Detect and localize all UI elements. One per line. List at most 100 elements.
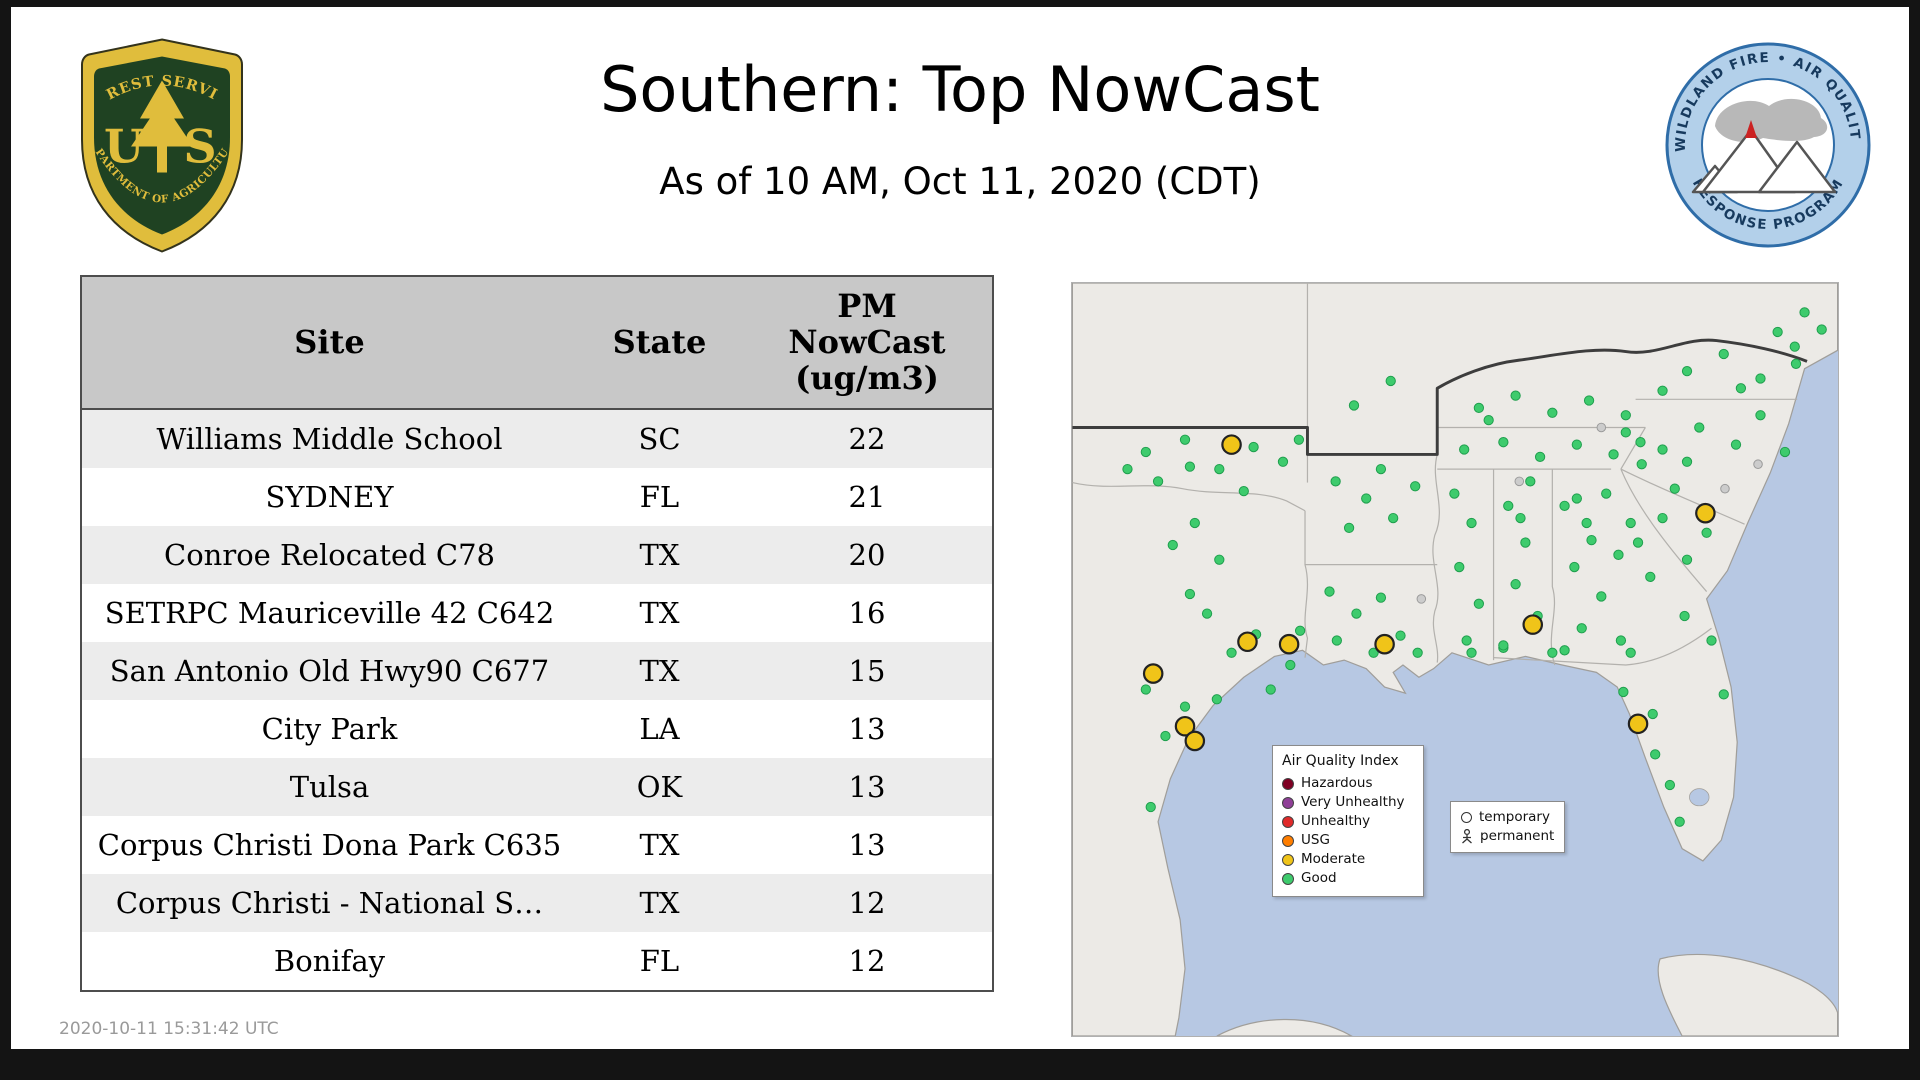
good-monitor-dot — [1473, 402, 1485, 414]
good-monitor-dot — [1473, 598, 1485, 609]
good-monitor-dot — [1559, 645, 1570, 656]
good-monitor-dot — [1625, 647, 1636, 658]
good-monitor-dot — [1608, 449, 1619, 460]
good-monitor-dot — [1681, 456, 1693, 467]
header: Southern: Top NowCast As of 10 AM, Oct 1… — [11, 53, 1909, 203]
generation-timestamp: 2020-10-11 15:31:42 UTC — [59, 1019, 279, 1039]
inactive-monitor-dot — [1596, 422, 1607, 433]
nowcast-table-container: Site State PM NowCast (ug/m3) Williams M… — [80, 275, 994, 993]
aqi-color-dot — [1282, 815, 1294, 828]
southern-region-map — [1072, 283, 1838, 1036]
inactive-monitor-dot — [1416, 594, 1427, 604]
good-monitor-dot — [1361, 493, 1372, 504]
state-cell: SC — [638, 422, 681, 457]
good-monitor-dot — [1375, 592, 1387, 603]
pm-value-cell: 15 — [848, 654, 886, 689]
aqi-legend-entry: Moderate — [1282, 850, 1414, 869]
mountains-icon — [1691, 128, 1837, 194]
usfs-logo: FOREST SERVICE U S DEPARTMENT OF AGRICUL… — [67, 34, 243, 253]
good-monitor-dot — [1214, 463, 1225, 475]
pine-tree-icon — [131, 80, 193, 173]
good-monitor-dot — [1647, 708, 1658, 720]
good-monitor-dot — [1248, 441, 1259, 453]
aqi-legend-entries: Hazardous Very Unhealthy Unhealthy USG Moder… — [1282, 774, 1414, 888]
permanent-label: permanent — [1480, 828, 1555, 844]
good-monitor-dot — [1674, 816, 1685, 827]
good-monitor-dot — [1201, 608, 1213, 619]
site-cell: Tulsa — [289, 770, 370, 805]
good-monitor-dot — [1657, 512, 1668, 524]
table-row: City Park LA 13 — [81, 700, 993, 759]
pm-value-cell: 20 — [848, 538, 886, 573]
good-monitor-dot — [1657, 385, 1668, 396]
good-monitor-dot — [1650, 749, 1661, 760]
moderate-monitor-dot — [1174, 715, 1196, 737]
moderate-monitor-dot — [1142, 663, 1164, 684]
pm-value-cell: 13 — [848, 770, 886, 805]
good-monitor-dot — [1265, 684, 1276, 695]
good-monitor-dot — [1226, 647, 1237, 658]
moderate-monitor-dot — [1374, 633, 1395, 655]
good-monitor-dot — [1184, 461, 1196, 472]
inactive-monitor-dot — [1514, 476, 1525, 487]
good-monitor-dot — [1664, 779, 1676, 791]
aqi-color-dot — [1282, 853, 1294, 866]
state-borders — [1072, 283, 1798, 666]
map-container: Air Quality Index Hazardous Very Unhealth… — [1071, 282, 1839, 1037]
good-monitor-dot — [1184, 588, 1196, 600]
good-monitor-dot — [1214, 554, 1225, 565]
good-monitor-dot — [1547, 407, 1558, 418]
state-cell: TX — [639, 886, 680, 921]
state-cell: FL — [639, 480, 680, 515]
table-row: San Antonio Old Hwy90 C677 TX 15 — [81, 642, 993, 701]
good-monitor-dot — [1571, 493, 1582, 504]
pm-value-cell: 12 — [848, 944, 886, 979]
good-monitor-dot — [1510, 579, 1521, 590]
good-monitor-dot — [1498, 640, 1509, 651]
pm-value-cell: 13 — [848, 712, 886, 747]
good-monitor-dot — [1569, 561, 1580, 573]
good-monitor-dot — [1816, 324, 1827, 335]
site-cell: San Antonio Old Hwy90 C677 — [109, 654, 550, 689]
permanent-marker-icon — [1462, 829, 1472, 844]
column-header-site: Site — [81, 276, 577, 411]
good-monitor-dot — [1706, 635, 1717, 646]
good-monitor-dot — [1701, 527, 1712, 538]
good-monitor-dot — [1755, 373, 1766, 384]
aqi-color-dot — [1282, 834, 1294, 847]
inactive-monitor-dot — [1753, 459, 1763, 469]
good-monitor-dot — [1343, 522, 1355, 534]
pm-value-cell: 16 — [848, 596, 886, 631]
site-cell: Corpus Christi - National S… — [115, 886, 544, 921]
good-monitor-dot — [1140, 446, 1151, 458]
pm-value-cell: 13 — [848, 828, 886, 863]
good-monitor-dot — [1189, 517, 1200, 529]
state-cell: FL — [639, 944, 680, 979]
good-monitor-dot — [1571, 439, 1582, 450]
good-monitor-dot — [1632, 537, 1644, 548]
site-cell: SETRPC Mauriceville 42 C642 — [104, 596, 555, 631]
good-monitor-dot — [1395, 630, 1406, 641]
page-title: Southern: Top NowCast — [600, 53, 1320, 126]
flame-icon — [1745, 120, 1757, 138]
good-monitor-dot — [1375, 463, 1387, 475]
aqi-legend-entry: Very Unhealthy — [1282, 793, 1414, 812]
moderate-monitor-dot — [1237, 631, 1258, 653]
table-row: Corpus Christi Dona Park C635 TX 13 — [81, 816, 993, 875]
good-monitor-dot — [1498, 437, 1509, 448]
wfaqrp-logo: WILDLAND FIRE • AIR QUALITY RESPONSE PRO… — [1663, 40, 1871, 248]
page-subtitle: As of 10 AM, Oct 11, 2020 (CDT) — [659, 160, 1261, 203]
good-monitor-dot — [1503, 500, 1514, 511]
good-monitor-dot — [1351, 608, 1362, 619]
good-monitor-dot — [1348, 400, 1360, 411]
aqi-color-dot — [1282, 872, 1294, 885]
good-monitor-dot — [1277, 456, 1289, 467]
pm-value-cell: 21 — [848, 480, 886, 515]
good-monitor-dot — [1601, 488, 1612, 499]
smoke-cloud-icon — [1715, 98, 1828, 142]
good-monitor-dot — [1645, 571, 1656, 582]
temporary-legend-row: temporary — [1461, 808, 1554, 827]
state-cell: TX — [639, 828, 680, 863]
aqi-legend-entry: USG — [1282, 831, 1414, 850]
good-monitor-dot — [1510, 390, 1521, 401]
